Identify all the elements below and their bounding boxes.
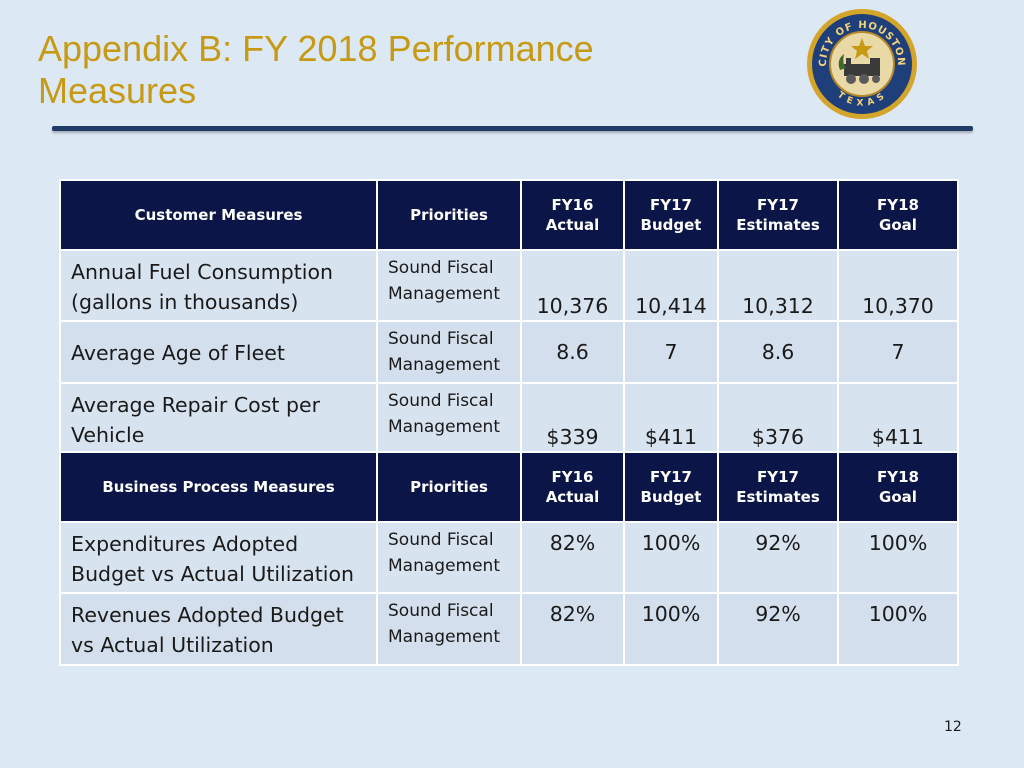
- value-cell: 10,370: [837, 249, 959, 322]
- col-header-fy17-estimates: FY17 Estimates: [717, 179, 839, 251]
- col-header-fy18-goal: FY18 Goal: [837, 179, 959, 251]
- value-cell: 92%: [717, 521, 839, 594]
- value-cell: 82%: [520, 521, 625, 594]
- value-cell: 8.6: [717, 320, 839, 384]
- value-cell: 7: [623, 320, 719, 384]
- table-row: Average Repair Cost per Vehicle Sound Fi…: [59, 382, 959, 453]
- col-header-priorities: Priorities: [376, 451, 522, 523]
- col-header-fy18-goal: FY18 Goal: [837, 451, 959, 523]
- value-cell: 100%: [623, 521, 719, 594]
- col-header-fy16-actual: FY16 Actual: [520, 451, 625, 523]
- col-header-fy17-estimates: FY17 Estimates: [717, 451, 839, 523]
- col-header-priorities: Priorities: [376, 179, 522, 251]
- table-row: Expenditures Adopted Budget vs Actual Ut…: [59, 521, 959, 594]
- value-cell: 100%: [837, 592, 959, 666]
- value-cell: 82%: [520, 592, 625, 666]
- business-header-row: Business Process Measures Priorities FY1…: [59, 451, 959, 523]
- value-cell: 10,312: [717, 249, 839, 322]
- slide-title: Appendix B: FY 2018 Performance Measures: [38, 28, 594, 111]
- priority-cell: Sound Fiscal Management: [376, 592, 522, 666]
- value-cell: 100%: [837, 521, 959, 594]
- performance-measures-table: Customer Measures Priorities FY16 Actual …: [59, 179, 959, 666]
- value-cell: 7: [837, 320, 959, 384]
- priority-cell: Sound Fiscal Management: [376, 521, 522, 594]
- value-cell: $411: [837, 382, 959, 453]
- value-cell: 10,414: [623, 249, 719, 322]
- value-cell: $339: [520, 382, 625, 453]
- col-header-fy17-budget: FY17 Budget: [623, 179, 719, 251]
- value-cell: 100%: [623, 592, 719, 666]
- measure-cell: Annual Fuel Consumption (gallons in thou…: [59, 249, 378, 322]
- table-row: Annual Fuel Consumption (gallons in thou…: [59, 249, 959, 322]
- priority-cell: Sound Fiscal Management: [376, 382, 522, 453]
- measure-cell: Average Age of Fleet: [59, 320, 378, 384]
- customer-header-row: Customer Measures Priorities FY16 Actual …: [59, 179, 959, 251]
- priority-cell: Sound Fiscal Management: [376, 320, 522, 384]
- col-header-fy17-budget: FY17 Budget: [623, 451, 719, 523]
- value-cell: $376: [717, 382, 839, 453]
- page-number: 12: [944, 719, 962, 735]
- table-row: Average Age of Fleet Sound Fiscal Manage…: [59, 320, 959, 384]
- city-seal-icon: CITY OF HOUSTON TEXAS: [807, 9, 917, 119]
- table-row: Revenues Adopted Budget vs Actual Utiliz…: [59, 592, 959, 666]
- value-cell: 10,376: [520, 249, 625, 322]
- col-header-customer-measures: Customer Measures: [59, 179, 378, 251]
- col-header-fy16-actual: FY16 Actual: [520, 179, 625, 251]
- col-header-business-process-measures: Business Process Measures: [59, 451, 378, 523]
- value-cell: 8.6: [520, 320, 625, 384]
- title-underline: [52, 126, 973, 131]
- value-cell: $411: [623, 382, 719, 453]
- priority-cell: Sound Fiscal Management: [376, 249, 522, 322]
- measure-cell: Revenues Adopted Budget vs Actual Utiliz…: [59, 592, 378, 666]
- measure-cell: Expenditures Adopted Budget vs Actual Ut…: [59, 521, 378, 594]
- value-cell: 92%: [717, 592, 839, 666]
- measure-cell: Average Repair Cost per Vehicle: [59, 382, 378, 453]
